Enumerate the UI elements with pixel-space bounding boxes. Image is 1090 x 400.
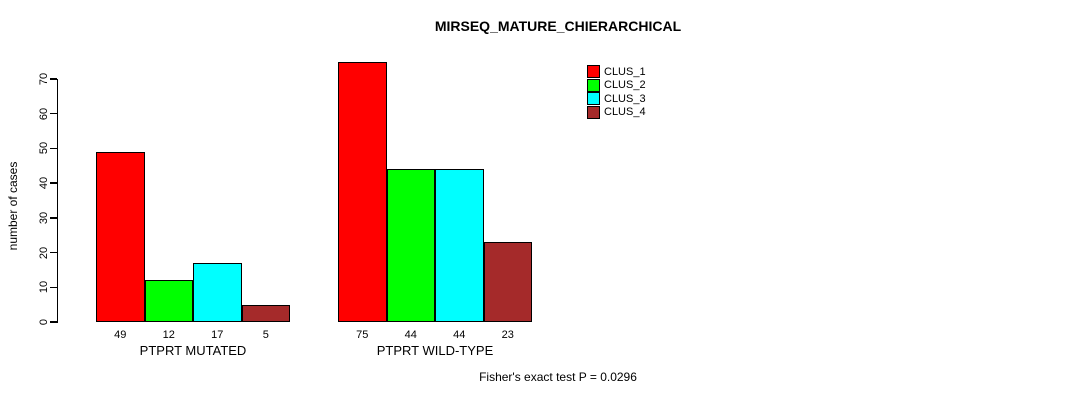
legend-color-swatch <box>587 92 600 106</box>
chart-title: MIRSEQ_MATURE_CHIERARCHICAL <box>434 18 682 34</box>
y-tick <box>50 182 57 184</box>
legend-color-swatch <box>587 65 600 79</box>
legend-color-swatch <box>587 78 600 92</box>
bar-value-label: 44 <box>453 329 466 341</box>
y-tick-label: 50 <box>38 142 50 155</box>
y-tick <box>50 147 57 150</box>
y-tick-label: 60 <box>38 107 50 120</box>
bar-value-label: 44 <box>404 329 417 341</box>
y-axis-label: number of cases <box>6 161 20 251</box>
y-tick-label: 40 <box>38 177 50 190</box>
legend-item: CLUS_4 <box>587 105 646 120</box>
y-tick-label: 20 <box>38 246 50 259</box>
bar-clus_4-group2 <box>483 242 532 322</box>
bar-clus_2-group1 <box>144 280 193 322</box>
legend-color-swatch <box>587 105 600 119</box>
y-tick-label: 10 <box>38 281 50 294</box>
legend-item: CLUS_3 <box>587 92 646 106</box>
legend-item-label: CLUS_3 <box>604 92 646 105</box>
y-tick <box>50 78 57 80</box>
category-label: PTPRT MUTATED <box>139 343 247 358</box>
bar-clus_3-group1 <box>193 262 242 322</box>
legend-item: CLUS_2 <box>587 78 646 93</box>
bar-value-label: 12 <box>162 329 175 341</box>
legend-item-label: CLUS_4 <box>604 106 646 119</box>
category-label: PTPRT WILD-TYPE <box>376 343 494 358</box>
y-axis-line <box>56 78 58 323</box>
stats-annotation: Fisher's exact test P = 0.0296 <box>479 370 637 384</box>
legend: CLUS_1 CLUS_2 CLUS_3 CLUS_4 <box>587 65 646 119</box>
bar-clus_3-group2 <box>435 169 484 322</box>
bar-clus_4-group1 <box>241 304 290 322</box>
legend-item: CLUS_1 <box>587 65 646 79</box>
bar-clus_1-group1 <box>96 151 145 322</box>
y-tick <box>50 112 57 115</box>
legend-item-label: CLUS_2 <box>604 79 646 92</box>
y-tick-label: 0 <box>38 318 50 326</box>
y-tick <box>50 321 57 323</box>
bar-clus_2-group2 <box>386 169 435 322</box>
bar-value-label: 23 <box>501 329 514 341</box>
bar-value-label: 5 <box>262 329 269 341</box>
legend-item-label: CLUS_1 <box>604 65 646 78</box>
y-tick <box>50 217 57 219</box>
bar-value-label: 49 <box>114 329 127 341</box>
y-tick-label: 30 <box>38 211 50 224</box>
y-tick <box>50 286 57 289</box>
bar-clus_1-group2 <box>338 61 387 322</box>
y-tick <box>50 251 57 254</box>
bar-value-label: 17 <box>211 329 224 341</box>
bar-value-label: 75 <box>356 329 369 341</box>
y-tick-label: 70 <box>38 72 50 86</box>
